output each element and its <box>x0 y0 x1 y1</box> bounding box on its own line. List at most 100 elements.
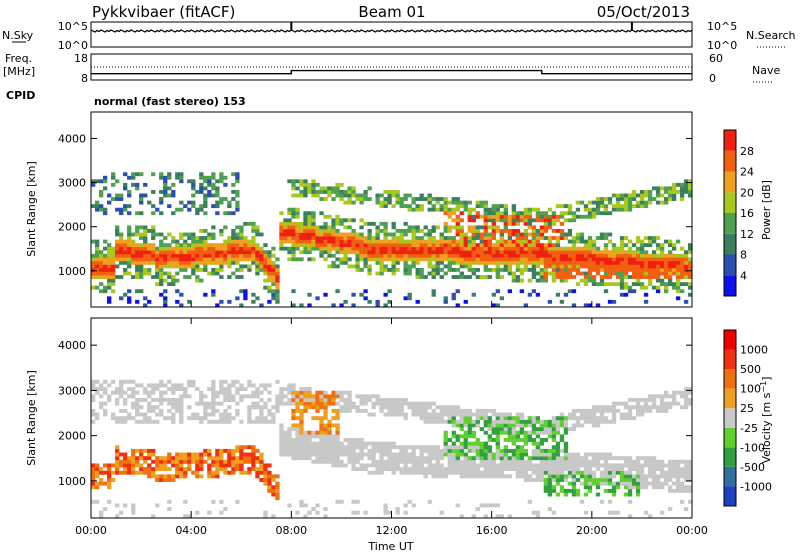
heatmap-cell <box>443 299 448 304</box>
heatmap-cell <box>587 236 593 240</box>
heatmap-cell <box>655 243 661 248</box>
heatmap-cell <box>687 250 693 255</box>
heatmap-cell <box>563 268 569 272</box>
heatmap-cell <box>535 474 541 479</box>
heatmap-cell <box>91 387 96 392</box>
heatmap-cell <box>251 463 256 468</box>
heatmap-cell <box>639 193 645 198</box>
heatmap-cell <box>107 260 112 265</box>
heatmap-cell <box>307 405 312 410</box>
heatmap-cell <box>347 398 352 402</box>
heatmap-cell <box>375 445 380 450</box>
heatmap-cell <box>375 401 380 406</box>
heatmap-cell <box>179 246 184 251</box>
heatmap-cell <box>555 292 561 297</box>
heatmap-cell <box>463 467 468 472</box>
heatmap-cell <box>439 405 444 410</box>
heatmap-cell <box>483 268 488 272</box>
heatmap-cell <box>587 271 593 276</box>
heatmap-cell <box>667 394 673 399</box>
heatmap-cell <box>307 225 312 230</box>
heatmap-cell <box>331 394 336 399</box>
heatmap-cell <box>635 264 641 269</box>
heatmap-cell <box>423 275 428 279</box>
heatmap-cell <box>303 182 308 187</box>
heatmap-cell <box>663 401 669 406</box>
heatmap-cell <box>111 260 116 265</box>
heatmap-cell <box>575 260 581 265</box>
heatmap-cell <box>379 268 384 272</box>
heatmap-cell <box>223 390 228 395</box>
heatmap-cell <box>607 299 613 304</box>
heatmap-cell <box>475 200 480 205</box>
heatmap-cell <box>435 250 440 255</box>
heatmap-cell <box>463 275 468 279</box>
heatmap-cell <box>571 408 577 413</box>
heatmap-cell <box>203 260 208 265</box>
heatmap-cell <box>631 398 637 402</box>
heatmap-cell <box>131 394 136 399</box>
heatmap-cell <box>119 197 124 201</box>
heatmap-cell <box>335 257 340 262</box>
heatmap-cell <box>679 289 685 294</box>
heatmap-cell <box>147 463 152 468</box>
heatmap-cell <box>119 260 124 265</box>
heatmap-cell <box>271 488 276 493</box>
heatmap-cell <box>239 303 244 308</box>
heatmap-cell <box>319 419 324 424</box>
heatmap-cell <box>351 441 356 446</box>
heatmap-cell <box>471 250 476 255</box>
heatmap-cell <box>539 236 545 240</box>
heatmap-cell <box>551 278 557 283</box>
heatmap-cell <box>107 257 112 262</box>
heatmap-cell <box>659 463 665 468</box>
heatmap-cell <box>575 467 581 472</box>
heatmap-cell <box>119 394 124 399</box>
heatmap-cell <box>583 260 589 265</box>
heatmap-cell <box>443 430 448 435</box>
heatmap-cell <box>667 271 673 276</box>
heatmap-cell <box>523 303 529 308</box>
colorbar-tick-label: -500 <box>740 461 765 474</box>
heatmap-cell <box>259 419 264 424</box>
heatmap-cell <box>391 239 396 244</box>
heatmap-cell <box>215 470 220 475</box>
heatmap-cell <box>411 246 416 251</box>
heatmap-cell <box>439 419 444 424</box>
heatmap-cell <box>159 268 164 272</box>
heatmap-cell <box>255 250 260 255</box>
heatmap-cell <box>435 452 440 457</box>
heatmap-cell <box>327 225 332 230</box>
heatmap-cell <box>179 398 184 402</box>
heatmap-cell <box>447 246 452 251</box>
heatmap-cell <box>203 448 208 453</box>
colorbar-tick-label: 1000 <box>740 344 768 357</box>
heatmap-cell <box>447 408 452 413</box>
heatmap-cell <box>115 232 120 237</box>
heatmap-cell <box>655 285 661 290</box>
heatmap-cell <box>527 232 533 237</box>
heatmap-cell <box>471 459 476 464</box>
heatmap-cell <box>247 264 252 269</box>
heatmap-cell <box>479 243 484 248</box>
colorbar-tick-label: 16 <box>740 207 754 220</box>
heatmap-cell <box>243 456 248 461</box>
heatmap-cell <box>655 405 661 410</box>
heatmap-cell <box>251 390 256 395</box>
heatmap-cell <box>599 268 605 272</box>
heatmap-cell <box>263 478 268 482</box>
heatmap-cell <box>295 408 300 413</box>
heatmap-cell <box>539 452 545 457</box>
heatmap-cell <box>323 434 328 439</box>
heatmap-cell <box>331 221 336 226</box>
heatmap-cell <box>155 271 160 276</box>
heatmap-cell <box>211 379 216 384</box>
heatmap-cell <box>663 264 669 269</box>
heatmap-cell <box>219 412 224 417</box>
heatmap-cell <box>531 260 537 265</box>
heatmap-cell <box>175 257 180 262</box>
heatmap-cell <box>659 246 665 251</box>
heatmap-cell <box>215 401 220 406</box>
heatmap-cell <box>323 401 328 406</box>
heatmap-cell <box>243 253 248 258</box>
